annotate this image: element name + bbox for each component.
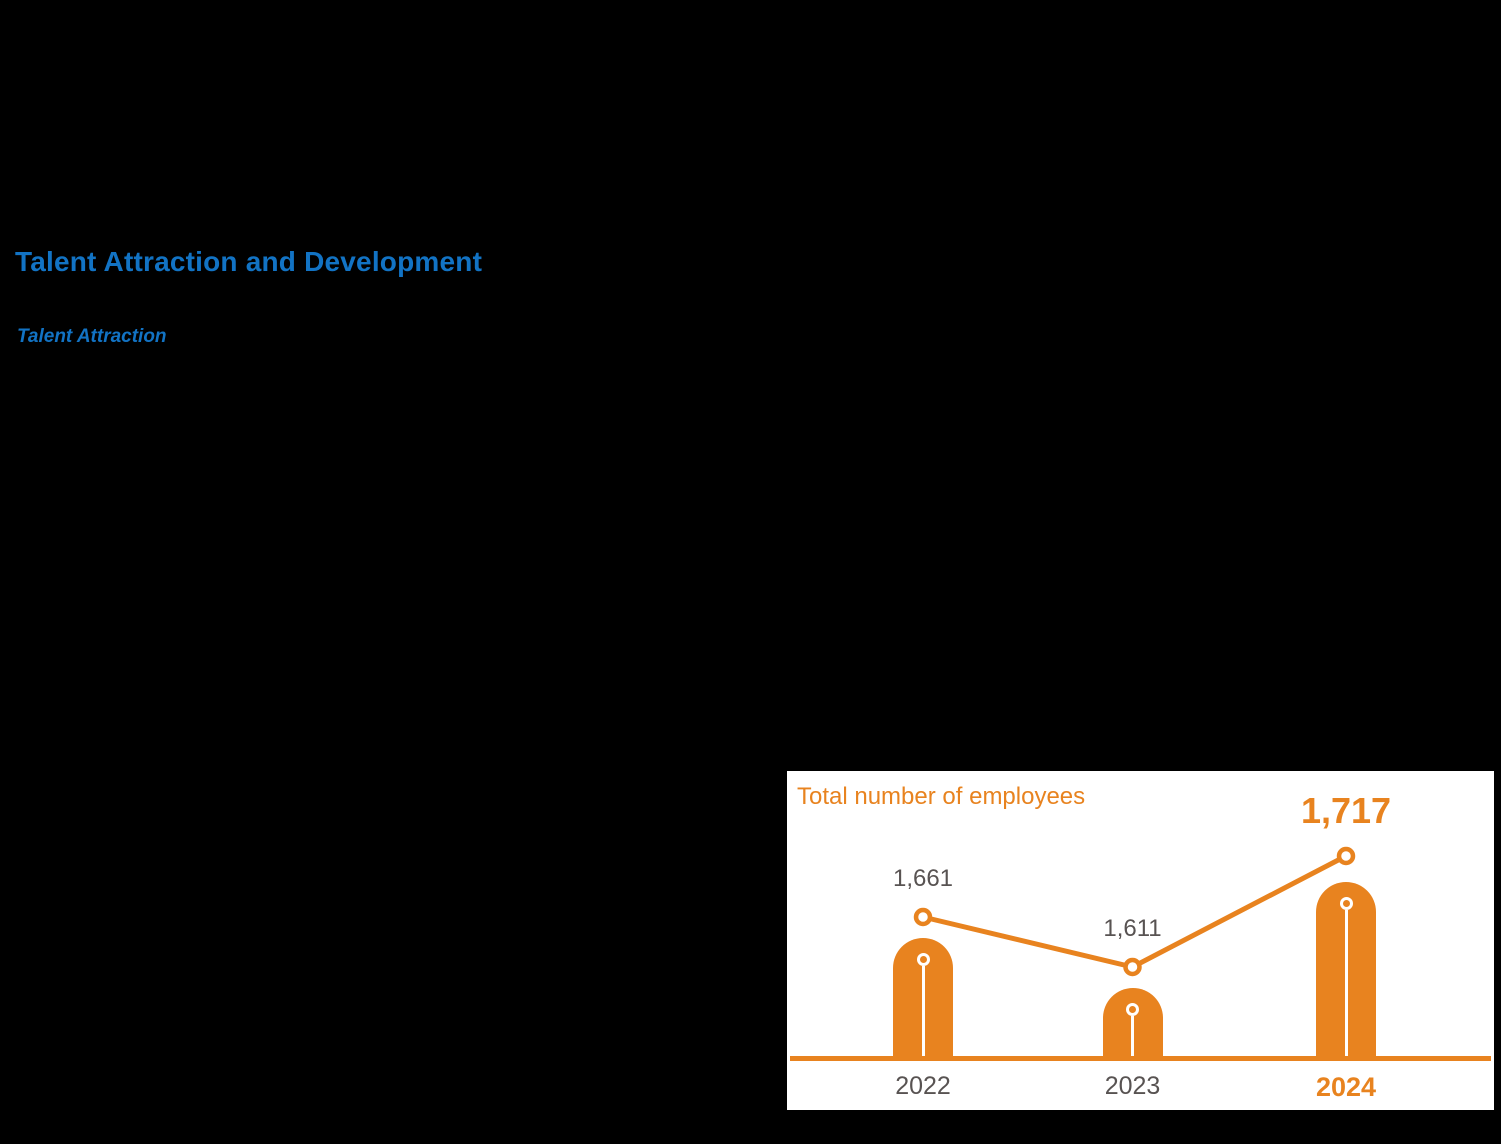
bar-inner-stem: [921, 966, 925, 1056]
x-axis-label-2023: 2023: [1104, 1072, 1161, 1100]
bar-2022: [893, 938, 953, 1061]
bar-2024: [1316, 882, 1376, 1061]
bar-inner-stem: [1344, 910, 1348, 1056]
data-point-marker-icon: [1123, 957, 1142, 977]
value-label-2023: 1,611: [1103, 915, 1162, 942]
data-point-marker-icon: [913, 907, 933, 927]
subsection-heading: Talent Attraction: [17, 326, 167, 347]
value-label-2022: 1,661: [892, 865, 954, 892]
x-axis-label-2022: 2022: [895, 1072, 951, 1100]
bar-2023: [1102, 988, 1163, 1061]
bar-inner-stem: [1131, 1016, 1134, 1056]
bar-inner-dot-icon: [1126, 1003, 1139, 1016]
employees-chart: Total number of employees 1,661 1,611 1,71…: [787, 771, 1494, 1110]
chart-title: Total number of employees: [797, 783, 1086, 810]
value-label-2024: 1,717: [1300, 790, 1392, 831]
bar-inner-dot-icon: [1339, 897, 1353, 910]
section-heading: Talent Attraction and Development: [15, 246, 483, 277]
bar-inner-dot-icon: [916, 953, 930, 966]
x-axis-line: [790, 1056, 1491, 1061]
data-point-marker-icon: [1336, 846, 1356, 866]
x-axis-label-2024: 2024: [1315, 1072, 1377, 1102]
